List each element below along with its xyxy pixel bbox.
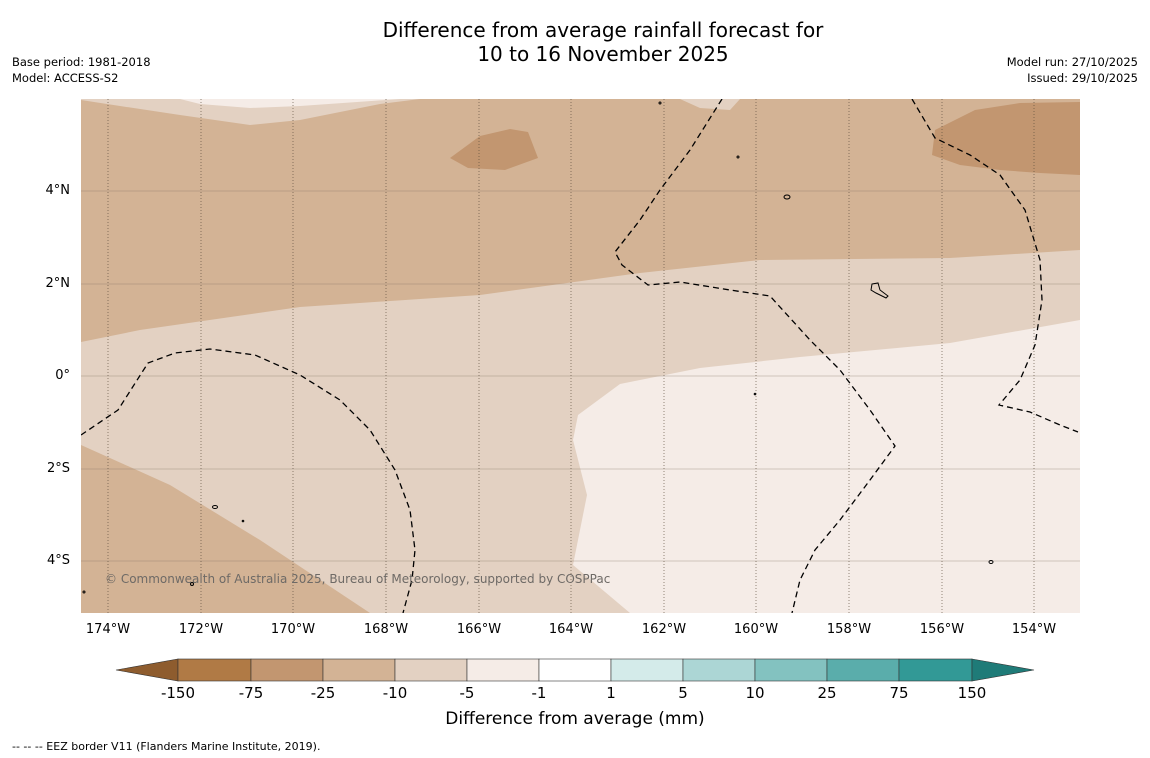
anomaly-region-top-light xyxy=(81,99,1080,125)
islands xyxy=(82,101,994,594)
island-8 xyxy=(988,560,994,564)
colorbar-swatch-minus75-minus25 xyxy=(250,658,324,682)
copyright-notice: © Commonwealth of Australia 2025, Bureau… xyxy=(105,572,611,586)
colorbar-swatch-minus1-1 xyxy=(538,658,612,682)
anomaly-region-minus75-patch-2 xyxy=(932,102,1080,175)
colorbar-swatch-1-5 xyxy=(610,658,684,682)
colorbar-label-minus1: -1 xyxy=(531,684,547,702)
island-6 xyxy=(736,155,740,159)
colorbar-swatch-minus150-minus75 xyxy=(177,658,252,682)
lat-label-0: 0° xyxy=(55,368,70,383)
island-1 xyxy=(783,194,791,200)
lon-label-166w: 166°W xyxy=(456,622,502,637)
meta-left: Base period: 1981-2018 Model: ACCESS-S2 xyxy=(12,54,151,86)
colorbar-label-25: 25 xyxy=(817,684,837,702)
colorbar-label-10: 10 xyxy=(745,684,765,702)
colorbar-extend-high xyxy=(971,658,1035,682)
lat-label-2s: 2°S xyxy=(46,461,70,476)
title-line-2: 10 to 16 November 2025 xyxy=(477,42,729,66)
colorbar-title: Difference from average (mm) xyxy=(445,709,705,729)
colorbar-extend-low xyxy=(115,658,179,682)
lat-label-4s: 4°S xyxy=(46,553,70,568)
colorbar-swatch-25-75 xyxy=(826,658,900,682)
colorbar-label-150: 150 xyxy=(957,684,987,702)
island-5 xyxy=(658,101,662,105)
island-4 xyxy=(241,519,245,523)
lon-label-172w: 172°W xyxy=(178,622,224,637)
lon-label-158w: 158°W xyxy=(826,622,872,637)
anomaly-region-minus75-patch-1 xyxy=(450,129,538,170)
lon-label-154w: 154°W xyxy=(1011,622,1057,637)
lat-label-2n: 2°N xyxy=(45,276,71,291)
colorbar-swatch-minus5-minus1 xyxy=(466,658,540,682)
colorbar-label-1: 1 xyxy=(606,684,616,702)
lon-label-168w: 168°W xyxy=(363,622,409,637)
base-period: Base period: 1981-2018 xyxy=(12,55,151,69)
meta-right: Model run: 27/10/2025 Issued: 29/10/2025 xyxy=(1007,54,1138,86)
colorbar-swatch-minus10-minus5 xyxy=(394,658,468,682)
lon-label-170w: 170°W xyxy=(270,622,316,637)
island-9 xyxy=(190,582,194,586)
colorbar-label-minus5: -5 xyxy=(459,684,475,702)
model-name: Model: ACCESS-S2 xyxy=(12,71,119,85)
eez-footnote: -- -- -- EEZ border V11 (Flanders Marine… xyxy=(12,740,321,753)
island-3 xyxy=(212,505,218,509)
colorbar-label-minus10: -10 xyxy=(382,684,408,702)
colorbar-label-75: 75 xyxy=(889,684,909,702)
lon-label-174w: 174°W xyxy=(85,622,131,637)
map-title: Difference from average rainfall forecas… xyxy=(0,18,1150,66)
colorbar-label-minus75: -75 xyxy=(238,684,264,702)
model-run: Model run: 27/10/2025 xyxy=(1006,55,1138,69)
colorbar xyxy=(115,658,1035,682)
island-10 xyxy=(82,590,86,594)
anomaly-region-bottom-left-dark xyxy=(81,445,370,613)
anomaly-region-top-lighter xyxy=(180,99,400,108)
colorbar-label-5: 5 xyxy=(678,684,688,702)
colorbar-swatch-5-10 xyxy=(682,658,756,682)
rainfall-anomaly-map xyxy=(81,99,1080,613)
lon-label-160w: 160°W xyxy=(733,622,779,637)
eez-border-east xyxy=(911,99,1079,433)
anomaly-region-minus5-minus1 xyxy=(573,320,1080,613)
colorbar-swatch-75-150 xyxy=(898,658,973,682)
lon-label-162w: 162°W xyxy=(641,622,687,637)
eez-border-central xyxy=(614,99,896,613)
latitude-gridlines xyxy=(81,190,1080,562)
lon-label-156w: 156°W xyxy=(919,622,965,637)
colorbar-label-minus150: -150 xyxy=(160,684,196,702)
colorbar-swatch-minus25-minus10 xyxy=(322,658,396,682)
eez-border-west xyxy=(81,348,416,613)
colorbar-swatch-10-25 xyxy=(754,658,828,682)
lat-label-4n: 4°N xyxy=(45,183,71,198)
lon-label-164w: 164°W xyxy=(548,622,594,637)
issued-date: Issued: 29/10/2025 xyxy=(1027,71,1138,85)
eez-borders xyxy=(81,99,1079,613)
island-2 xyxy=(870,282,889,299)
island-7 xyxy=(753,392,757,396)
colorbar-label-minus25: -25 xyxy=(310,684,336,702)
title-line-1: Difference from average rainfall forecas… xyxy=(382,18,824,42)
